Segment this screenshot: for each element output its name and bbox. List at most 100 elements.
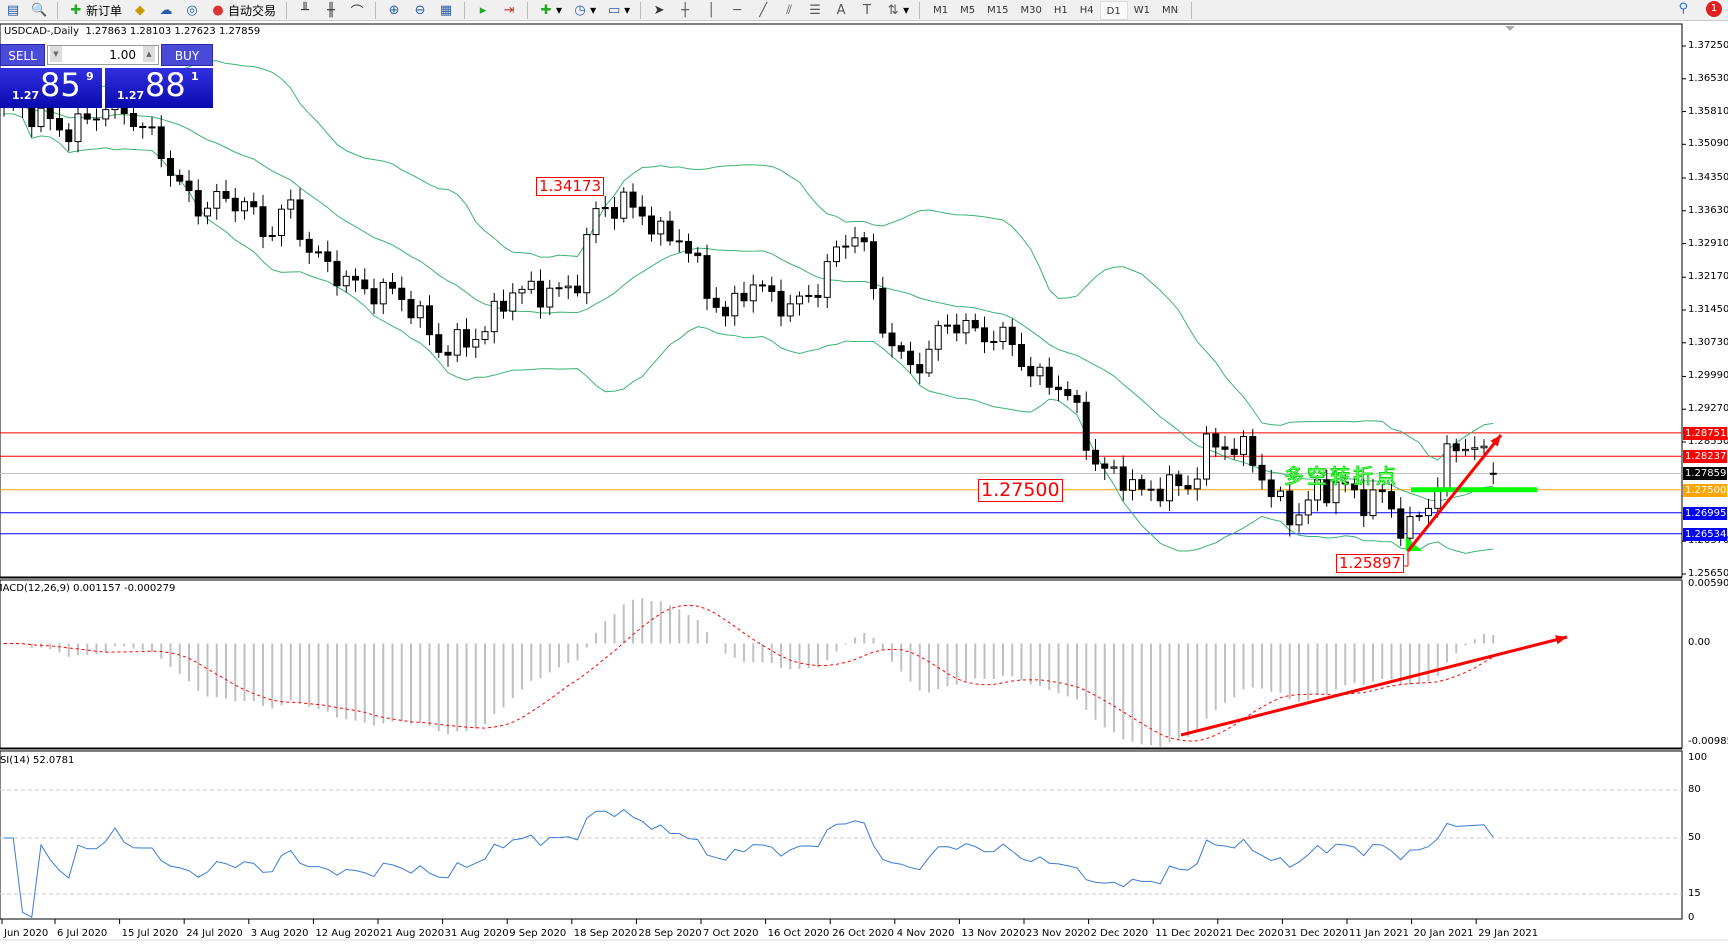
indicators-button[interactable]: ✚ ▾ bbox=[535, 1, 565, 20]
navigator-button[interactable]: ☁ bbox=[155, 1, 177, 20]
line-chart-button[interactable]: ⌒ bbox=[346, 1, 368, 20]
tile-windows-button[interactable]: ▦ bbox=[435, 1, 457, 20]
templates-button[interactable]: ▭ ▾ bbox=[607, 2, 631, 18]
candle-body bbox=[916, 364, 924, 374]
candle-body bbox=[361, 279, 369, 290]
horizontal-line-button[interactable]: ─ bbox=[726, 1, 748, 20]
price-axis-label: 1.34350 bbox=[1688, 171, 1728, 183]
sell-price-box[interactable]: 1.27 85 9 bbox=[0, 66, 102, 108]
candle-body bbox=[833, 246, 840, 263]
sell-button[interactable]: SELL bbox=[0, 44, 45, 66]
candle-body bbox=[509, 292, 517, 312]
zoom-out-button[interactable]: ⊖ bbox=[409, 1, 431, 20]
candle-body bbox=[1184, 485, 1192, 490]
new-chart-button[interactable]: ▤ bbox=[2, 1, 24, 20]
auto-trading-button[interactable]: ● 自动交易 bbox=[207, 1, 279, 20]
candle-body bbox=[407, 298, 415, 319]
vertical-line-button[interactable]: │ bbox=[700, 1, 722, 20]
turning-point-text[interactable]: 多空转折点 bbox=[1284, 464, 1399, 489]
candle-body bbox=[1018, 344, 1025, 367]
text-button[interactable]: A bbox=[830, 1, 852, 20]
timeframe-d1[interactable]: D1 bbox=[1099, 0, 1128, 20]
buy-price-box[interactable]: 1.27 88 1 bbox=[105, 66, 213, 108]
main-chart-frame bbox=[0, 23, 1683, 578]
search-icon[interactable]: ⚲ bbox=[1678, 1, 1688, 16]
channel-button[interactable]: ⫽ bbox=[778, 1, 800, 20]
clock-icon: ◷ bbox=[574, 2, 586, 18]
trendline-icon: ╱ bbox=[759, 2, 768, 18]
candle-body bbox=[648, 215, 655, 235]
candlestick-button[interactable]: ╫ bbox=[320, 1, 342, 20]
level-price-tag: 1.26534 bbox=[1683, 527, 1727, 541]
timeframe-m30[interactable]: M30 bbox=[1020, 4, 1042, 16]
high-price-label[interactable]: 1.34173 bbox=[536, 177, 605, 196]
price-axis-label: 1.32170 bbox=[1688, 271, 1728, 283]
candle-body bbox=[712, 297, 720, 308]
timeframe-h1[interactable]: H1 bbox=[1053, 4, 1068, 16]
lot-size-input[interactable]: 1.00 bbox=[47, 45, 159, 65]
notification-badge[interactable]: 1 bbox=[1706, 1, 1722, 17]
arrows-icon: ⇅ bbox=[887, 2, 899, 18]
bar-chart-button[interactable]: ╨ bbox=[294, 1, 316, 20]
price-axis-label: 1.30730 bbox=[1688, 336, 1728, 348]
candle-body bbox=[176, 174, 184, 182]
low-price-label[interactable]: 1.25897 bbox=[1336, 554, 1405, 573]
price-axis-label: 1.35810 bbox=[1688, 105, 1728, 117]
chart-shift-icon: ⇥ bbox=[503, 2, 515, 18]
timeframe-h4[interactable]: H4 bbox=[1079, 4, 1094, 16]
macd-axis-zero: 0.00 bbox=[1688, 637, 1711, 648]
cursor-button[interactable]: ➤ bbox=[648, 1, 670, 20]
macd-axis-max: 0.005908 bbox=[1688, 578, 1728, 589]
fibonacci-button[interactable]: ☰ bbox=[804, 1, 826, 20]
separator bbox=[57, 1, 58, 19]
zoom-in-button[interactable]: ⊕ bbox=[383, 1, 405, 20]
candle-body bbox=[37, 107, 45, 128]
chart-title: USDCAD-,Daily 1.27863 1.28103 1.27623 1.… bbox=[4, 26, 260, 37]
zoom-profile-button[interactable]: 🔍 bbox=[28, 1, 50, 20]
auto-scroll-button[interactable]: ▸ bbox=[472, 1, 494, 20]
trendline-button[interactable]: ╱ bbox=[752, 1, 774, 20]
chart-shift-button[interactable]: ⇥ bbox=[498, 1, 520, 20]
timeframe-bar: M1 M5 M15 M30 H1 H4 D1 W1 MN bbox=[927, 0, 1184, 20]
candle-body bbox=[1360, 489, 1368, 517]
candle-body bbox=[666, 220, 674, 242]
date-axis-label: 23 Nov 2020 bbox=[1026, 928, 1091, 939]
periods-button[interactable]: ◷ ▾ bbox=[569, 1, 599, 20]
timeframe-mn[interactable]: MN bbox=[1161, 4, 1179, 16]
lot-decrease-icon[interactable]: ▼ bbox=[50, 46, 62, 62]
timeframe-m15[interactable]: M15 bbox=[987, 4, 1009, 16]
market-watch-button[interactable]: ◆ bbox=[129, 1, 151, 20]
timeframe-m1[interactable]: M1 bbox=[933, 4, 949, 16]
candle-body bbox=[823, 261, 831, 298]
candle-body bbox=[83, 113, 91, 120]
new-order-button[interactable]: ✚ 新订单 bbox=[65, 1, 125, 20]
macd-panel-frame bbox=[0, 579, 1683, 749]
lot-increase-icon[interactable]: ▲ bbox=[143, 46, 155, 62]
candle-body bbox=[546, 287, 554, 308]
candle-body bbox=[167, 157, 174, 176]
horizontal-line-icon: ─ bbox=[733, 2, 742, 18]
level-price-tag: 1.27500 bbox=[1683, 483, 1727, 497]
timeframe-w1[interactable]: W1 bbox=[1133, 4, 1150, 16]
candle-body bbox=[426, 305, 433, 336]
candle-body bbox=[1471, 447, 1479, 450]
text-label-icon: T bbox=[863, 2, 872, 18]
candle-body bbox=[842, 245, 850, 248]
candle-body bbox=[1425, 507, 1432, 517]
timeframe-m5[interactable]: M5 bbox=[960, 4, 976, 16]
buy-price-prefix: 1.27 bbox=[117, 89, 145, 102]
candle-body bbox=[231, 197, 239, 212]
key-level-label[interactable]: 1.27500 bbox=[978, 479, 1063, 502]
arrows-button[interactable]: ⇅ ▾ bbox=[882, 1, 912, 20]
text-label-button[interactable]: T bbox=[856, 1, 878, 20]
candle-body bbox=[296, 199, 304, 240]
signals-button[interactable]: ◎ bbox=[181, 1, 203, 20]
one-click-trading-panel: SELL 1.00 ▼ ▲ BUY 1.27 85 9 1.27 88 1 bbox=[0, 44, 213, 108]
candle-body bbox=[888, 332, 896, 347]
crosshair-button[interactable]: ┼ bbox=[674, 1, 696, 20]
candle-body bbox=[1156, 488, 1164, 502]
buy-button[interactable]: BUY bbox=[161, 44, 213, 66]
date-axis-label: 29 Jan 2021 bbox=[1478, 928, 1539, 939]
date-axis-label: 18 Sep 2020 bbox=[573, 928, 638, 939]
